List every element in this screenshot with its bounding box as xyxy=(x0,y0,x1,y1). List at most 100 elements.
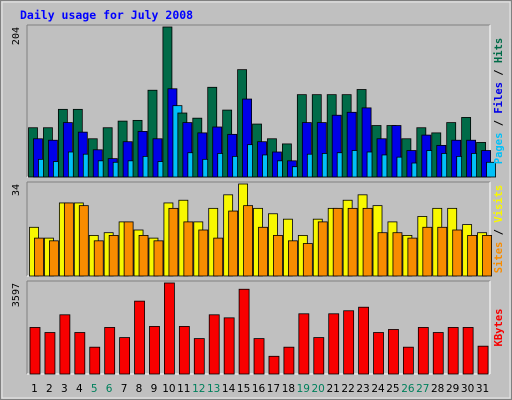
day-label-15: 15 xyxy=(237,383,250,395)
day-label-7: 7 xyxy=(121,383,128,395)
day-label-21: 21 xyxy=(327,383,340,395)
files-bar-day-19 xyxy=(301,122,312,178)
sites-bar-day-12 xyxy=(198,229,209,277)
sites-bar-day-4 xyxy=(78,205,89,277)
visits-legend-sites: Sites xyxy=(493,242,505,274)
kbytes-panel-max-label: 3597 xyxy=(11,283,22,307)
day-label-25: 25 xyxy=(386,383,399,395)
day-label-11: 11 xyxy=(177,383,190,395)
day-label-16: 16 xyxy=(252,383,266,395)
day-label-24: 24 xyxy=(371,383,385,395)
kbytes-bar-day-28 xyxy=(432,332,444,375)
day-label-18: 18 xyxy=(282,383,295,395)
kbytes-bar-day-9 xyxy=(149,326,160,375)
hits-legend-pages: Pages xyxy=(493,133,505,165)
sites-bar-day-10 xyxy=(168,207,179,277)
kbytes-bar-day-15 xyxy=(238,288,250,375)
day-label-10: 10 xyxy=(162,383,175,395)
sites-bar-day-20 xyxy=(317,221,328,277)
kbytes-bar-day-7 xyxy=(119,337,131,375)
kbytes-bar-day-13 xyxy=(208,314,220,375)
visits-panel-max-label: 34 xyxy=(11,184,22,196)
kbytes-bar-day-22 xyxy=(343,310,355,375)
day-label-4: 4 xyxy=(76,383,83,395)
files-bar-day-14 xyxy=(227,133,238,178)
sites-bar-day-28 xyxy=(437,226,448,277)
day-label-23: 23 xyxy=(356,383,369,395)
files-bar-day-21 xyxy=(331,114,342,178)
files-bar-day-11 xyxy=(182,122,193,178)
files-bar-day-3 xyxy=(62,122,73,178)
kbytes-bar-day-17 xyxy=(268,355,280,375)
sites-bar-day-24 xyxy=(377,232,388,277)
sites-bar-day-14 xyxy=(228,210,239,277)
day-label-5: 5 xyxy=(91,383,98,395)
sites-bar-day-5 xyxy=(93,240,104,277)
files-bar-day-1 xyxy=(33,138,43,178)
day-label-14: 14 xyxy=(222,383,236,395)
sites-bar-day-6 xyxy=(108,235,119,277)
sites-bar-day-15 xyxy=(243,205,253,277)
day-label-30: 30 xyxy=(461,383,474,395)
day-label-1: 1 xyxy=(31,383,38,395)
sites-bar-day-7 xyxy=(123,221,134,277)
sites-bar-day-23 xyxy=(362,207,373,277)
files-bar-day-13 xyxy=(212,126,223,178)
visits-legend-visits: Visits xyxy=(493,185,505,223)
day-label-3: 3 xyxy=(61,383,68,395)
kbytes-bar-day-29 xyxy=(447,327,459,375)
sites-bar-day-2 xyxy=(49,240,59,277)
kbytes-bar-day-3 xyxy=(59,314,71,375)
sites-bar-day-29 xyxy=(452,229,463,277)
day-label-19: 19 xyxy=(297,383,310,395)
kbytes-bar-day-30 xyxy=(462,327,474,375)
sites-bar-day-26 xyxy=(407,237,418,277)
files-bar-day-25 xyxy=(391,125,402,178)
day-label-13: 13 xyxy=(207,383,220,395)
files-bar-day-12 xyxy=(197,132,208,178)
hits-panel-max-label: 204 xyxy=(11,27,22,45)
sites-bar-day-18 xyxy=(288,240,298,277)
day-label-27: 27 xyxy=(416,383,429,395)
sites-bar-day-22 xyxy=(347,207,358,277)
sites-bar-day-21 xyxy=(332,207,343,277)
kbytes-bar-day-6 xyxy=(104,327,116,375)
visits-legend: Sites / Visits xyxy=(493,185,505,274)
kbytes-legend-kbytes: KBytes xyxy=(493,309,505,347)
kbytes-bar-day-1 xyxy=(29,327,41,375)
kbytes-bar-day-23 xyxy=(358,306,369,375)
kbytes-bar-day-27 xyxy=(417,327,429,375)
day-label-26: 26 xyxy=(401,383,415,395)
kbytes-bar-day-2 xyxy=(44,332,56,375)
files-bar-day-22 xyxy=(346,111,357,178)
kbytes-bar-day-26 xyxy=(402,346,414,375)
files-bar-day-15 xyxy=(242,98,252,178)
kbytes-bar-day-10 xyxy=(164,282,175,375)
day-label-22: 22 xyxy=(341,383,354,395)
sites-bar-day-25 xyxy=(392,232,403,277)
files-bar-day-20 xyxy=(316,122,327,178)
sites-bar-day-17 xyxy=(273,235,283,277)
day-label-8: 8 xyxy=(136,383,143,395)
sites-bar-day-3 xyxy=(63,202,74,277)
sites-bar-day-11 xyxy=(183,221,194,277)
day-label-20: 20 xyxy=(312,383,325,395)
kbytes-bar-day-19 xyxy=(298,313,310,375)
hits-legend: Pages / Files / Hits xyxy=(493,38,505,164)
kbytes-bar-day-21 xyxy=(328,313,340,375)
sites-bar-day-16 xyxy=(258,226,268,277)
files-bar-day-2 xyxy=(48,139,58,178)
sites-bar-day-13 xyxy=(213,237,224,277)
pages-bar-day-31 xyxy=(486,161,496,178)
day-label-17: 17 xyxy=(267,383,280,395)
kbytes-bar-day-5 xyxy=(89,346,101,375)
sites-bar-day-31 xyxy=(482,235,492,277)
files-bar-day-9 xyxy=(152,138,163,178)
day-label-2: 2 xyxy=(46,383,53,395)
sites-bar-day-1 xyxy=(34,237,44,277)
kbytes-bar-day-12 xyxy=(193,338,205,375)
kbytes-legend: KBytes xyxy=(493,309,505,347)
sites-bar-day-27 xyxy=(422,226,433,277)
